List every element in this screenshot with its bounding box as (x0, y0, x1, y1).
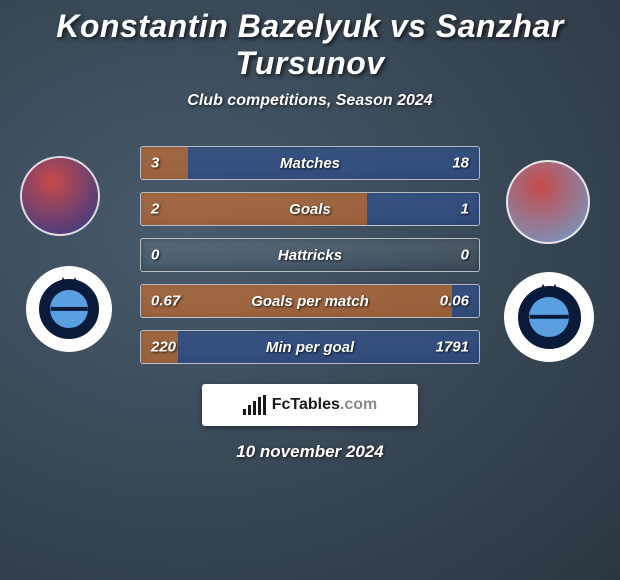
comparison-card: Konstantin Bazelyuk vs Sanzhar Tursunov … (0, 0, 620, 450)
stat-value-right: 0.06 (440, 293, 469, 310)
player-right-avatar (506, 160, 590, 244)
brand-logo: FcTables.com (202, 384, 418, 426)
player-left-avatar (20, 156, 100, 236)
stats-area: 3 18 Matches 2 1 Goals 0 0 Hattricks 0.67 0.06 Goal… (0, 146, 620, 366)
date-label: 10 november 2024 (0, 442, 620, 462)
stat-label: Min per goal (266, 339, 354, 356)
stat-row: 220 1791 Min per goal (140, 330, 480, 364)
stat-value-right: 1791 (436, 339, 469, 356)
fill-left (141, 193, 367, 225)
stat-label: Goals per match (251, 293, 369, 310)
stat-row: 2 1 Goals (140, 192, 480, 226)
stat-value-left: 2 (151, 201, 159, 218)
stat-value-right: 0 (461, 247, 469, 264)
subtitle: Club competitions, Season 2024 (0, 92, 620, 110)
fill-left (141, 147, 188, 179)
stat-value-right: 1 (461, 201, 469, 218)
brand-text: FcTables.com (272, 396, 378, 414)
stat-value-left: 0.67 (151, 293, 180, 310)
stat-value-left: 0 (151, 247, 159, 264)
stat-label: Matches (280, 155, 340, 172)
club-right-badge (504, 272, 594, 362)
stat-row: 0.67 0.06 Goals per match (140, 284, 480, 318)
stat-row: 3 18 Matches (140, 146, 480, 180)
stat-value-left: 3 (151, 155, 159, 172)
page-title: Konstantin Bazelyuk vs Sanzhar Tursunov (0, 8, 620, 82)
stat-bars: 3 18 Matches 2 1 Goals 0 0 Hattricks 0.67 0.06 Goal… (140, 146, 480, 376)
stat-value-left: 220 (151, 339, 176, 356)
stat-label: Hattricks (278, 247, 342, 264)
club-left-badge (26, 266, 112, 352)
stat-row: 0 0 Hattricks (140, 238, 480, 272)
stat-value-right: 18 (452, 155, 469, 172)
stat-label: Goals (289, 201, 331, 218)
bars-icon (243, 395, 266, 415)
